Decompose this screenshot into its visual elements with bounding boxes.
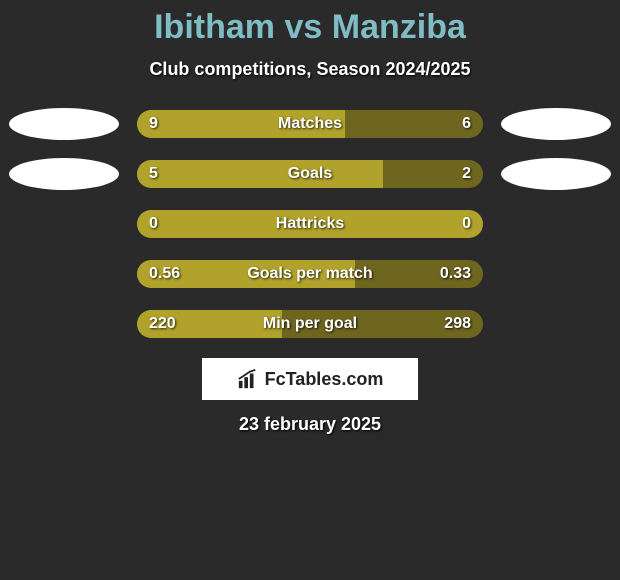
player2-oval <box>501 158 611 190</box>
stat-row: 0.56 0.33 Goals per match <box>0 258 620 290</box>
spacer <box>9 258 119 290</box>
bar-left-fill <box>137 160 383 188</box>
player1-oval <box>9 108 119 140</box>
stat-label: Matches <box>278 115 342 133</box>
spacer <box>9 308 119 340</box>
stat-label: Goals <box>288 165 332 183</box>
stat-rows: 9 6 Matches 5 2 Goals 0 0 Hattricks 0.56 0.33 Goals… <box>0 108 620 340</box>
left-value: 0 <box>149 215 158 233</box>
stat-label: Goals per match <box>247 265 372 283</box>
stat-row: 5 2 Goals <box>0 158 620 190</box>
player2-name: Manziba <box>332 8 466 46</box>
left-value: 220 <box>149 315 176 333</box>
logo-inner: FcTables.com <box>237 368 384 390</box>
stat-bar: 0 0 Hattricks <box>137 210 483 238</box>
stat-row: 0 0 Hattricks <box>0 208 620 240</box>
spacer <box>501 308 611 340</box>
player2-oval <box>501 108 611 140</box>
spacer <box>501 208 611 240</box>
stat-label: Min per goal <box>263 315 357 333</box>
spacer <box>9 208 119 240</box>
left-value: 0.56 <box>149 265 180 283</box>
right-value: 6 <box>462 115 471 133</box>
date-text: 23 february 2025 <box>0 414 620 435</box>
bar-chart-icon <box>237 368 259 390</box>
player1-oval <box>9 158 119 190</box>
right-value: 0 <box>462 215 471 233</box>
stat-row: 9 6 Matches <box>0 108 620 140</box>
right-value: 2 <box>462 165 471 183</box>
left-value: 9 <box>149 115 158 133</box>
page-title: Ibitham vs Manziba <box>0 8 620 47</box>
left-value: 5 <box>149 165 158 183</box>
vs-text: vs <box>284 8 322 46</box>
player1-name: Ibitham <box>154 8 275 46</box>
stat-bar: 220 298 Min per goal <box>137 310 483 338</box>
comparison-container: Ibitham vs Manziba Club competitions, Se… <box>0 0 620 435</box>
spacer <box>501 258 611 290</box>
logo-box[interactable]: FcTables.com <box>202 358 418 400</box>
stat-bar: 0.56 0.33 Goals per match <box>137 260 483 288</box>
stat-bar: 5 2 Goals <box>137 160 483 188</box>
right-value: 0.33 <box>440 265 471 283</box>
stat-row: 220 298 Min per goal <box>0 308 620 340</box>
logo-text: FcTables.com <box>265 369 384 390</box>
subtitle: Club competitions, Season 2024/2025 <box>0 59 620 80</box>
right-value: 298 <box>444 315 471 333</box>
stat-label: Hattricks <box>276 215 344 233</box>
stat-bar: 9 6 Matches <box>137 110 483 138</box>
